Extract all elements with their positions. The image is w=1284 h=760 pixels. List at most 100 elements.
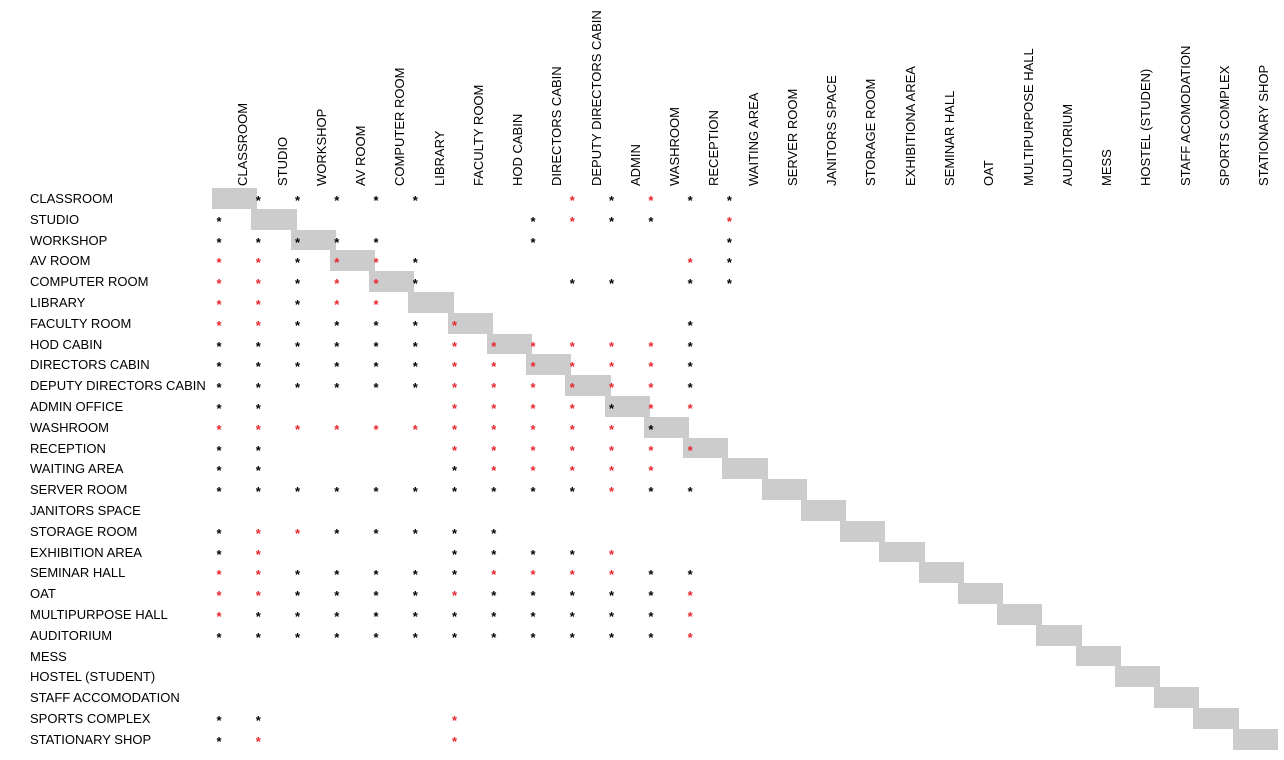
red-star-mark: * bbox=[569, 421, 575, 437]
black-star-mark: * bbox=[334, 525, 340, 541]
red-star-mark: * bbox=[216, 276, 222, 292]
row-label: FACULTY ROOM bbox=[30, 315, 132, 331]
black-star-mark: * bbox=[569, 588, 575, 604]
black-star-mark: * bbox=[412, 609, 418, 624]
black-star-mark: * bbox=[216, 629, 222, 645]
black-star-mark: * bbox=[294, 193, 301, 208]
row-label: SERVER ROOM bbox=[30, 482, 128, 498]
red-star-mark: * bbox=[452, 380, 458, 396]
diagonal-cell bbox=[408, 292, 454, 313]
black-star-mark: * bbox=[373, 525, 379, 541]
row-label: AV ROOM bbox=[30, 253, 91, 269]
column-label: AUDITORIUM bbox=[1059, 103, 1075, 186]
black-star-mark: * bbox=[255, 713, 261, 728]
black-star-mark: * bbox=[255, 234, 261, 250]
black-star-mark: * bbox=[530, 588, 536, 604]
diagonal-cell bbox=[683, 437, 729, 459]
red-star-mark: * bbox=[491, 567, 497, 583]
row-label: WAITING AREA bbox=[30, 461, 124, 477]
red-star-mark: * bbox=[491, 442, 497, 458]
black-star-mark: * bbox=[648, 609, 654, 624]
red-star-mark: * bbox=[569, 338, 575, 354]
column-label: MULTIPURPOSE HALL bbox=[1020, 48, 1036, 186]
black-star-mark: * bbox=[255, 359, 261, 375]
red-star-mark: * bbox=[373, 276, 379, 292]
black-star-mark: * bbox=[569, 546, 575, 562]
diagonal-cell bbox=[1036, 624, 1082, 646]
black-star-mark: * bbox=[491, 629, 497, 645]
column-label: SEMINAR HALL bbox=[942, 90, 957, 186]
red-star-mark: * bbox=[609, 463, 615, 479]
column-label: JANITORS SPACE bbox=[824, 75, 840, 186]
black-star-mark: * bbox=[216, 380, 222, 396]
red-star-mark: * bbox=[687, 609, 693, 624]
red-star-mark: * bbox=[687, 255, 693, 271]
red-star-mark: * bbox=[648, 359, 654, 375]
column-label: HOSTEL (STUDEN) bbox=[1138, 68, 1154, 186]
black-star-mark: * bbox=[412, 193, 418, 208]
black-star-mark: * bbox=[412, 255, 418, 271]
black-star-mark: * bbox=[530, 629, 536, 645]
diagonal-cell bbox=[1114, 666, 1161, 688]
red-star-mark: * bbox=[255, 255, 261, 271]
black-star-mark: * bbox=[609, 213, 615, 229]
column-label: MESS bbox=[1099, 149, 1115, 186]
black-star-mark: * bbox=[530, 213, 536, 229]
black-star-mark: * bbox=[648, 213, 654, 229]
row-label: WASHROOM bbox=[30, 419, 109, 435]
column-label: DEPUTY DIRECTORS CABIN bbox=[588, 10, 604, 186]
red-star-mark: * bbox=[569, 380, 575, 396]
black-star-mark: * bbox=[530, 234, 536, 250]
black-star-mark: * bbox=[373, 193, 379, 208]
red-star-mark: * bbox=[255, 733, 261, 749]
diagonal-cell bbox=[840, 520, 886, 542]
red-star-mark: * bbox=[648, 442, 654, 458]
black-star-mark: * bbox=[687, 193, 693, 208]
black-star-mark: * bbox=[373, 484, 379, 500]
red-star-mark: * bbox=[609, 359, 615, 375]
black-star-mark: * bbox=[491, 484, 497, 500]
diagonal-cell bbox=[565, 375, 611, 396]
black-star-mark: * bbox=[412, 276, 418, 292]
black-star-mark: * bbox=[216, 359, 222, 375]
black-star-mark: * bbox=[334, 609, 340, 624]
black-star-mark: * bbox=[373, 359, 379, 375]
black-star-mark: * bbox=[412, 588, 418, 604]
red-star-mark: * bbox=[255, 421, 261, 437]
black-star-mark: * bbox=[294, 609, 301, 624]
red-star-mark: * bbox=[648, 380, 654, 396]
black-star-mark: * bbox=[255, 380, 261, 396]
red-star-mark: * bbox=[609, 484, 615, 500]
red-star-mark: * bbox=[609, 421, 615, 437]
black-star-mark: * bbox=[294, 317, 301, 333]
black-star-mark: * bbox=[294, 629, 301, 645]
red-star-mark: * bbox=[255, 546, 261, 562]
black-star-mark: * bbox=[294, 359, 301, 375]
row-label: EXHIBITION AREA bbox=[30, 544, 142, 560]
black-star-mark: * bbox=[491, 588, 497, 604]
red-star-mark: * bbox=[648, 401, 654, 416]
black-star-mark: * bbox=[334, 588, 340, 604]
column-label: ADMIN bbox=[627, 144, 643, 186]
diagonal-cell bbox=[1232, 728, 1278, 750]
red-star-mark: * bbox=[373, 255, 379, 271]
black-star-mark: * bbox=[569, 276, 575, 292]
row-label: STORAGE ROOM bbox=[30, 523, 138, 539]
red-star-mark: * bbox=[530, 463, 536, 479]
black-star-mark: * bbox=[216, 713, 222, 728]
row-label: ADMIN OFFICE bbox=[30, 399, 124, 414]
black-star-mark: * bbox=[216, 401, 222, 416]
black-star-mark: * bbox=[452, 567, 458, 583]
column-label: STATIONARY SHOP bbox=[1256, 64, 1272, 186]
black-star-mark: * bbox=[334, 359, 340, 375]
red-star-mark: * bbox=[255, 276, 261, 292]
black-star-mark: * bbox=[294, 276, 301, 292]
black-star-mark: * bbox=[373, 338, 379, 354]
black-star-mark: * bbox=[216, 338, 222, 354]
black-star-mark: * bbox=[294, 234, 301, 250]
red-star-mark: * bbox=[687, 629, 693, 645]
diagonal-cell bbox=[290, 229, 336, 251]
red-star-mark: * bbox=[609, 546, 615, 562]
black-star-mark: * bbox=[648, 484, 654, 500]
red-star-mark: * bbox=[530, 567, 536, 583]
